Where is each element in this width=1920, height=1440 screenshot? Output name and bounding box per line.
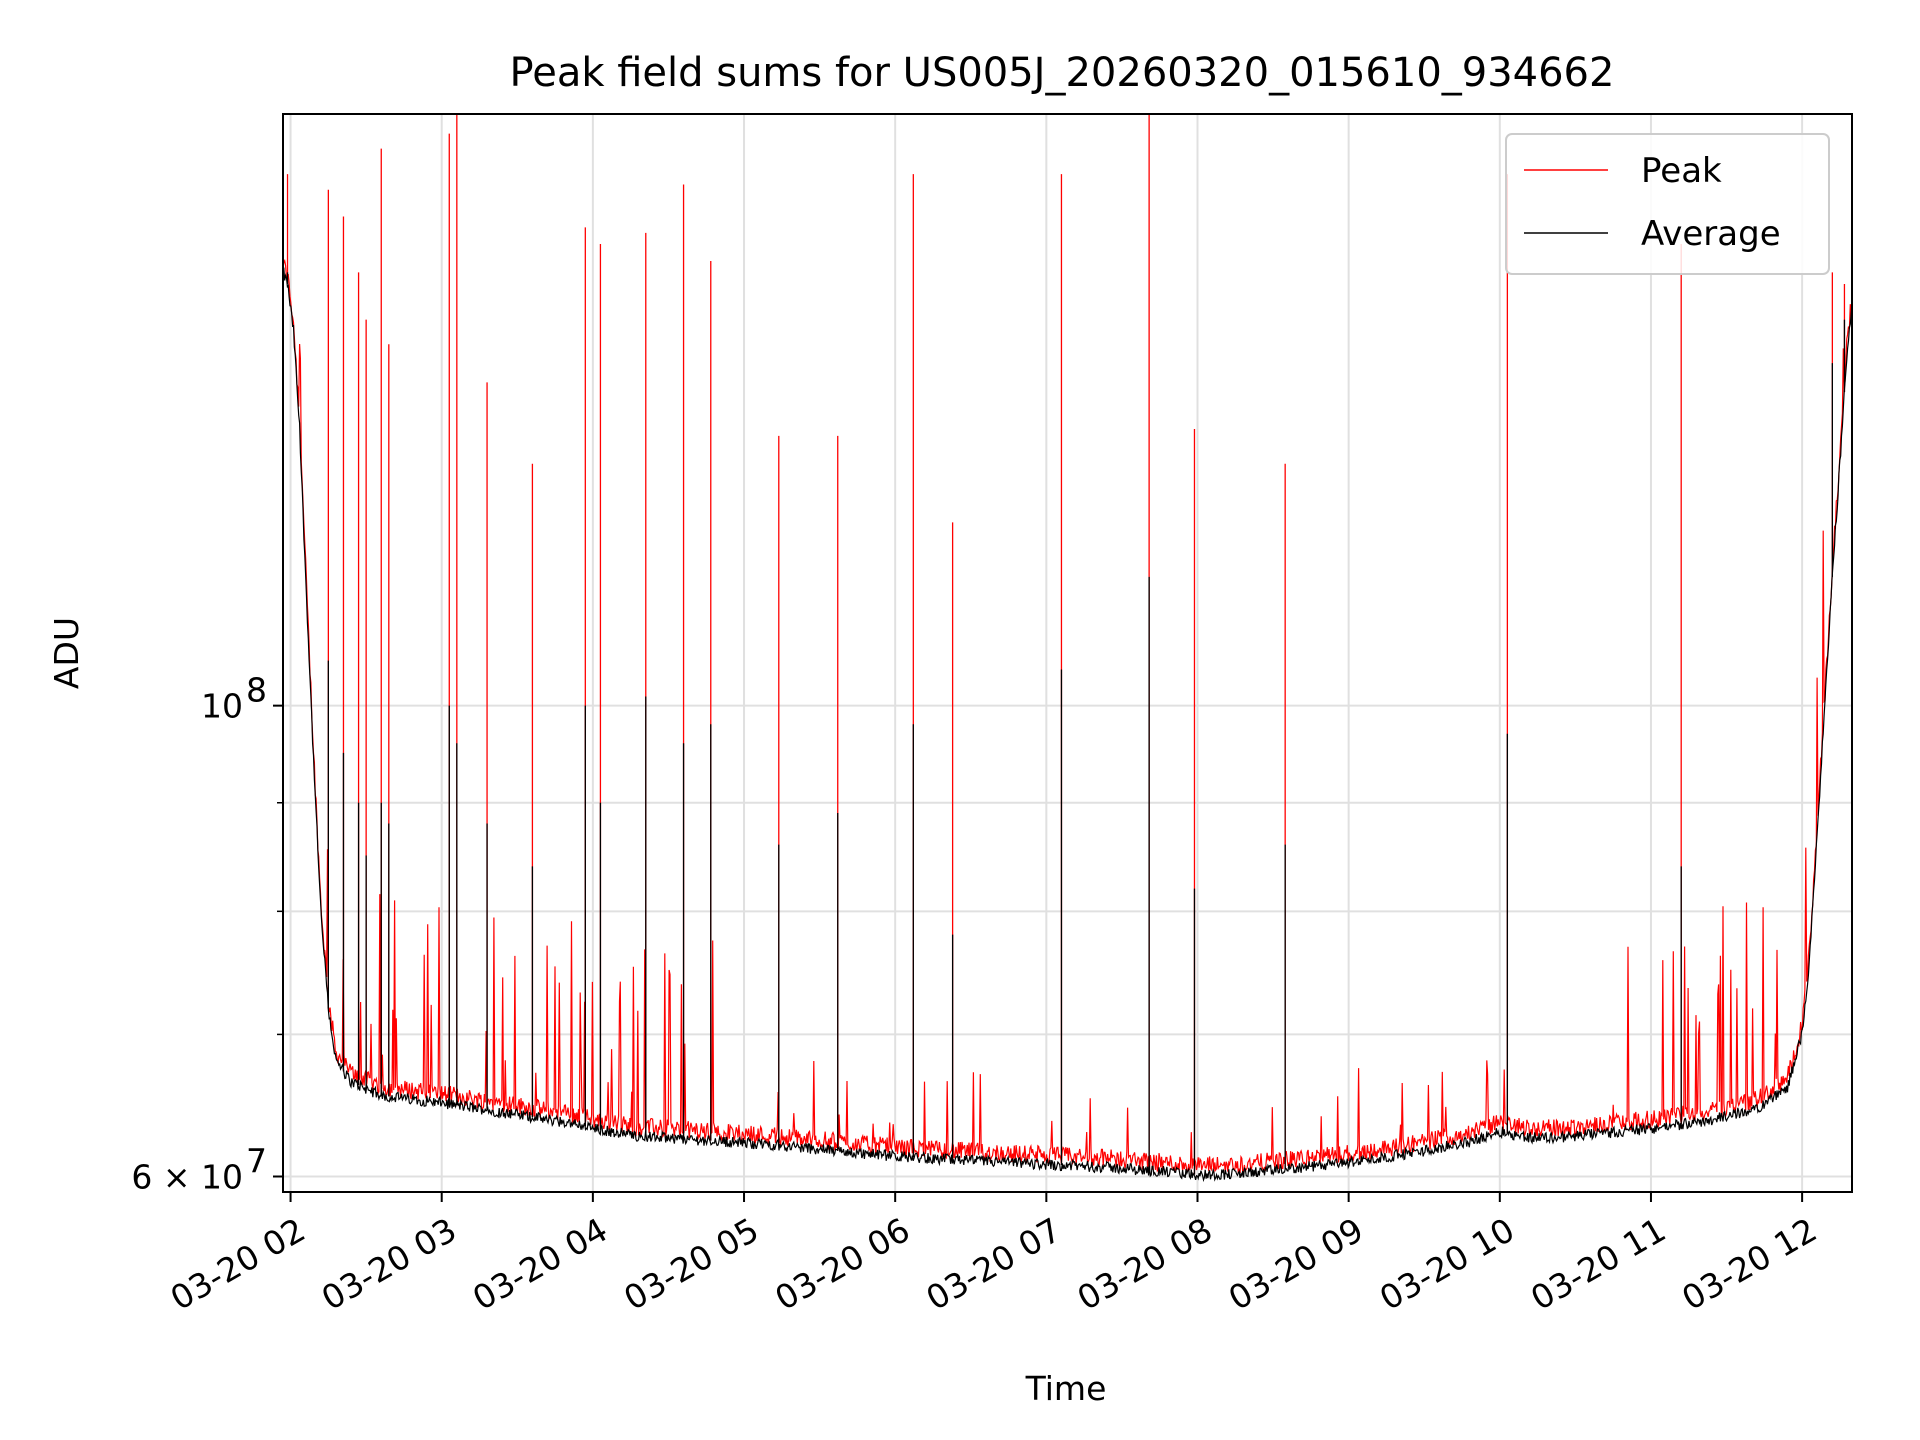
y-tick-label: 10 [201,687,243,726]
legend-box [1505,133,1830,275]
y-tick-exponent: 7 [246,1142,267,1181]
legend-peak-label: Peak [1641,151,1722,191]
average-line [282,267,1853,1183]
peak-line [282,258,1853,1174]
y-axis-label: ADU [47,617,86,689]
chart-title: Peak field sums for US005J_20260320_0156… [510,50,1615,96]
x-axis-label: Time [1025,1369,1107,1408]
peak-series [282,114,1853,1175]
legend: Peak Average [1505,133,1830,275]
legend-average-label: Average [1641,214,1781,254]
plot-frame [282,113,1853,1193]
y-tick-exponent: 8 [246,671,267,710]
y-tick-label: 6 × 10 [131,1158,243,1197]
grid-lines [283,114,1852,1192]
average-series [282,267,1853,1183]
